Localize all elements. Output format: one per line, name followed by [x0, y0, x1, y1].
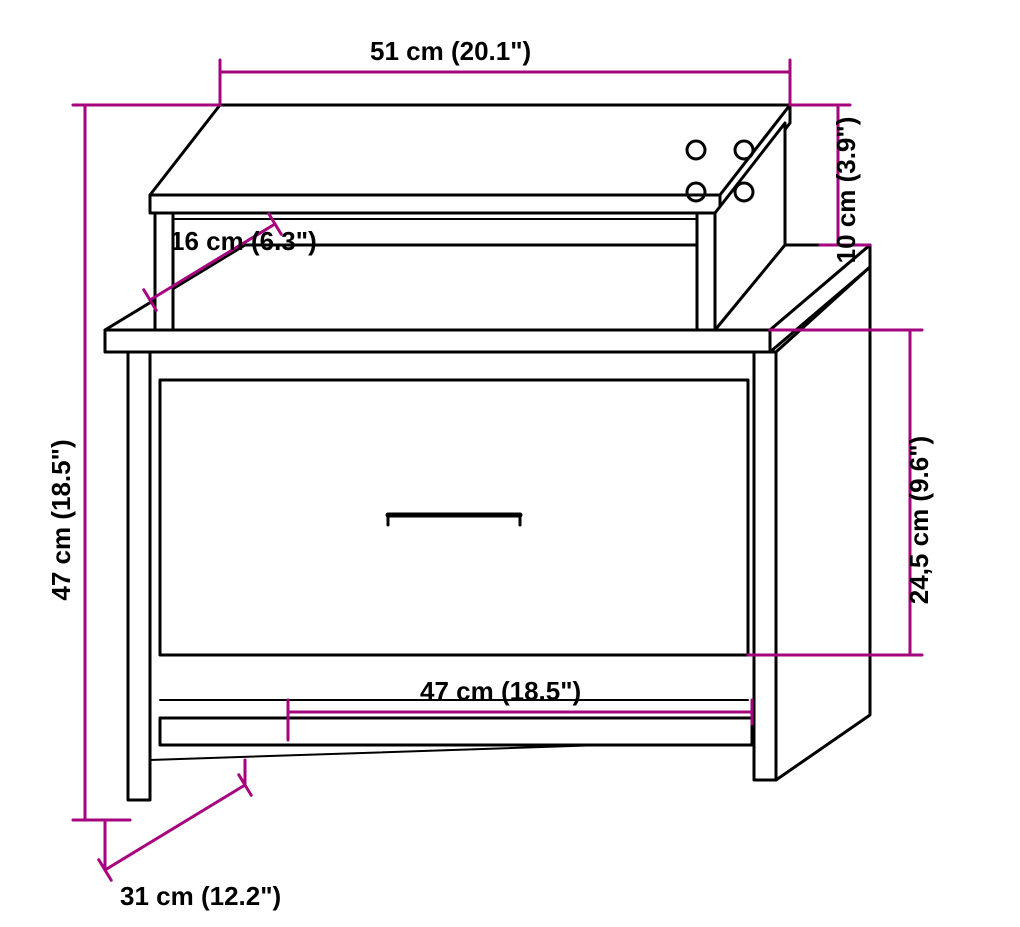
label-shelf-height: 10 cm (3.9") [831, 117, 861, 264]
dimension-diagram: 51 cm (20.1") 16 cm (6.3") 47 cm (18.5") 31… [0, 0, 1020, 927]
label-base-depth: 31 cm (12.2") [120, 881, 281, 911]
label-drawer-width: 47 cm (18.5") [420, 676, 581, 706]
label-drawer-height: 24,5 cm (9.6") [904, 436, 934, 604]
label-shelf-depth: 16 cm (6.3") [170, 226, 317, 256]
label-total-height: 47 cm (18.5") [46, 439, 76, 600]
label-top-shelf-width: 51 cm (20.1") [370, 36, 531, 66]
